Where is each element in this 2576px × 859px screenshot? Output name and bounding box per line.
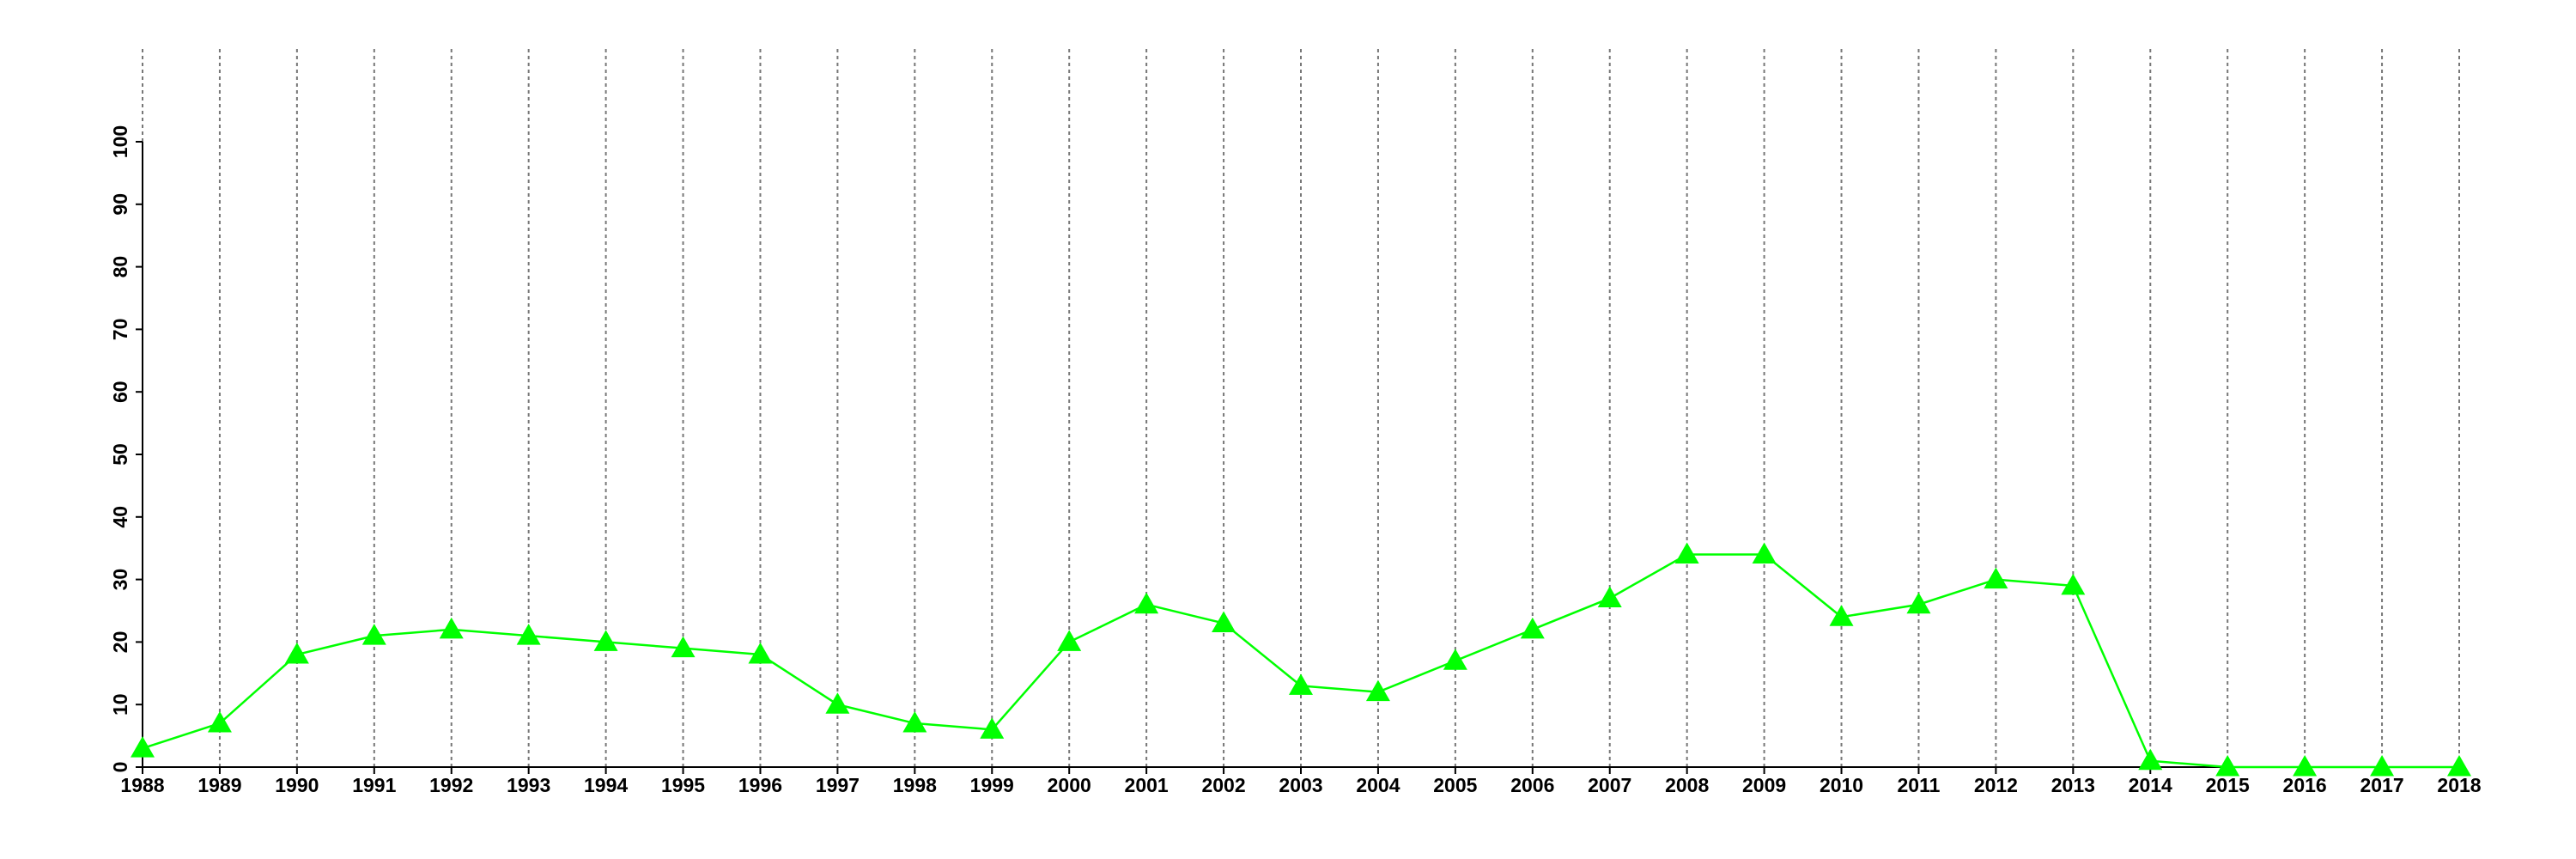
data-marker bbox=[1289, 673, 1313, 695]
y-tick-label: 20 bbox=[109, 631, 131, 654]
x-tick-label: 2008 bbox=[1665, 774, 1709, 796]
y-tick-label: 70 bbox=[109, 319, 131, 341]
x-tick-label: 1999 bbox=[970, 774, 1014, 796]
data-marker bbox=[207, 711, 232, 733]
x-tick-label: 2016 bbox=[2283, 774, 2327, 796]
data-marker bbox=[516, 624, 541, 645]
data-marker bbox=[1057, 630, 1082, 651]
data-marker bbox=[131, 736, 155, 758]
x-tick-label: 2001 bbox=[1125, 774, 1169, 796]
y-tick-label: 30 bbox=[109, 569, 131, 591]
data-marker bbox=[1212, 611, 1236, 633]
x-tick-label: 2007 bbox=[1588, 774, 1631, 796]
x-tick-label: 2004 bbox=[1356, 774, 1400, 796]
data-marker bbox=[284, 642, 309, 664]
x-tick-label: 2013 bbox=[2051, 774, 2095, 796]
data-marker bbox=[1906, 592, 1931, 614]
x-tick-label: 2003 bbox=[1279, 774, 1322, 796]
data-marker bbox=[1520, 617, 1545, 639]
x-tick-label: 2005 bbox=[1433, 774, 1477, 796]
x-tick-label: 2015 bbox=[2206, 774, 2250, 796]
y-tick-label: 50 bbox=[109, 443, 131, 466]
data-marker bbox=[2061, 573, 2086, 595]
data-marker bbox=[748, 642, 773, 664]
x-tick-label: 1989 bbox=[197, 774, 241, 796]
x-tick-label: 2018 bbox=[2437, 774, 2481, 796]
y-tick-label: 0 bbox=[109, 762, 131, 773]
data-marker bbox=[2138, 748, 2163, 771]
x-tick-label: 2017 bbox=[2360, 774, 2403, 796]
data-marker bbox=[2370, 755, 2395, 777]
x-tick-label: 2014 bbox=[2129, 774, 2172, 796]
x-tick-label: 2010 bbox=[1820, 774, 1863, 796]
data-marker bbox=[1134, 592, 1159, 614]
data-marker bbox=[1443, 649, 1467, 670]
data-marker bbox=[2215, 755, 2240, 777]
data-marker bbox=[1752, 542, 1777, 564]
data-marker bbox=[1365, 679, 1390, 702]
data-marker bbox=[671, 636, 696, 658]
y-tick-label: 60 bbox=[109, 381, 131, 403]
y-tick-label: 10 bbox=[109, 693, 131, 716]
x-tick-label: 1990 bbox=[275, 774, 319, 796]
x-tick-label: 1993 bbox=[507, 774, 550, 796]
x-tick-label: 2000 bbox=[1048, 774, 1091, 796]
x-tick-label: 1988 bbox=[120, 774, 164, 796]
data-marker bbox=[439, 617, 464, 639]
data-marker bbox=[361, 624, 386, 645]
x-tick-label: 2002 bbox=[1201, 774, 1245, 796]
data-marker bbox=[1984, 567, 2008, 589]
x-tick-label: 1997 bbox=[816, 774, 860, 796]
y-tick-label: 80 bbox=[109, 256, 131, 278]
y-tick-label: 100 bbox=[109, 125, 131, 158]
data-marker bbox=[902, 711, 927, 733]
x-tick-label: 1994 bbox=[584, 774, 628, 796]
x-tick-label: 1996 bbox=[738, 774, 782, 796]
data-marker bbox=[980, 717, 1005, 739]
y-tick-label: 90 bbox=[109, 193, 131, 216]
y-tick-label: 40 bbox=[109, 506, 131, 528]
x-tick-label: 1992 bbox=[429, 774, 473, 796]
x-tick-label: 1991 bbox=[352, 774, 396, 796]
x-tick-label: 1998 bbox=[893, 774, 937, 796]
data-marker bbox=[1597, 586, 1622, 607]
data-marker bbox=[2293, 755, 2318, 777]
data-marker bbox=[593, 630, 618, 651]
x-tick-label: 2009 bbox=[1742, 774, 1786, 796]
x-tick-label: 2011 bbox=[1898, 774, 1941, 796]
data-marker bbox=[1674, 542, 1699, 564]
data-marker bbox=[2447, 755, 2471, 777]
x-tick-label: 2012 bbox=[1974, 774, 2018, 796]
data-marker bbox=[825, 692, 850, 714]
x-tick-label: 2006 bbox=[1510, 774, 1554, 796]
x-tick-label: 1995 bbox=[661, 774, 705, 796]
data-marker bbox=[1829, 605, 1854, 626]
